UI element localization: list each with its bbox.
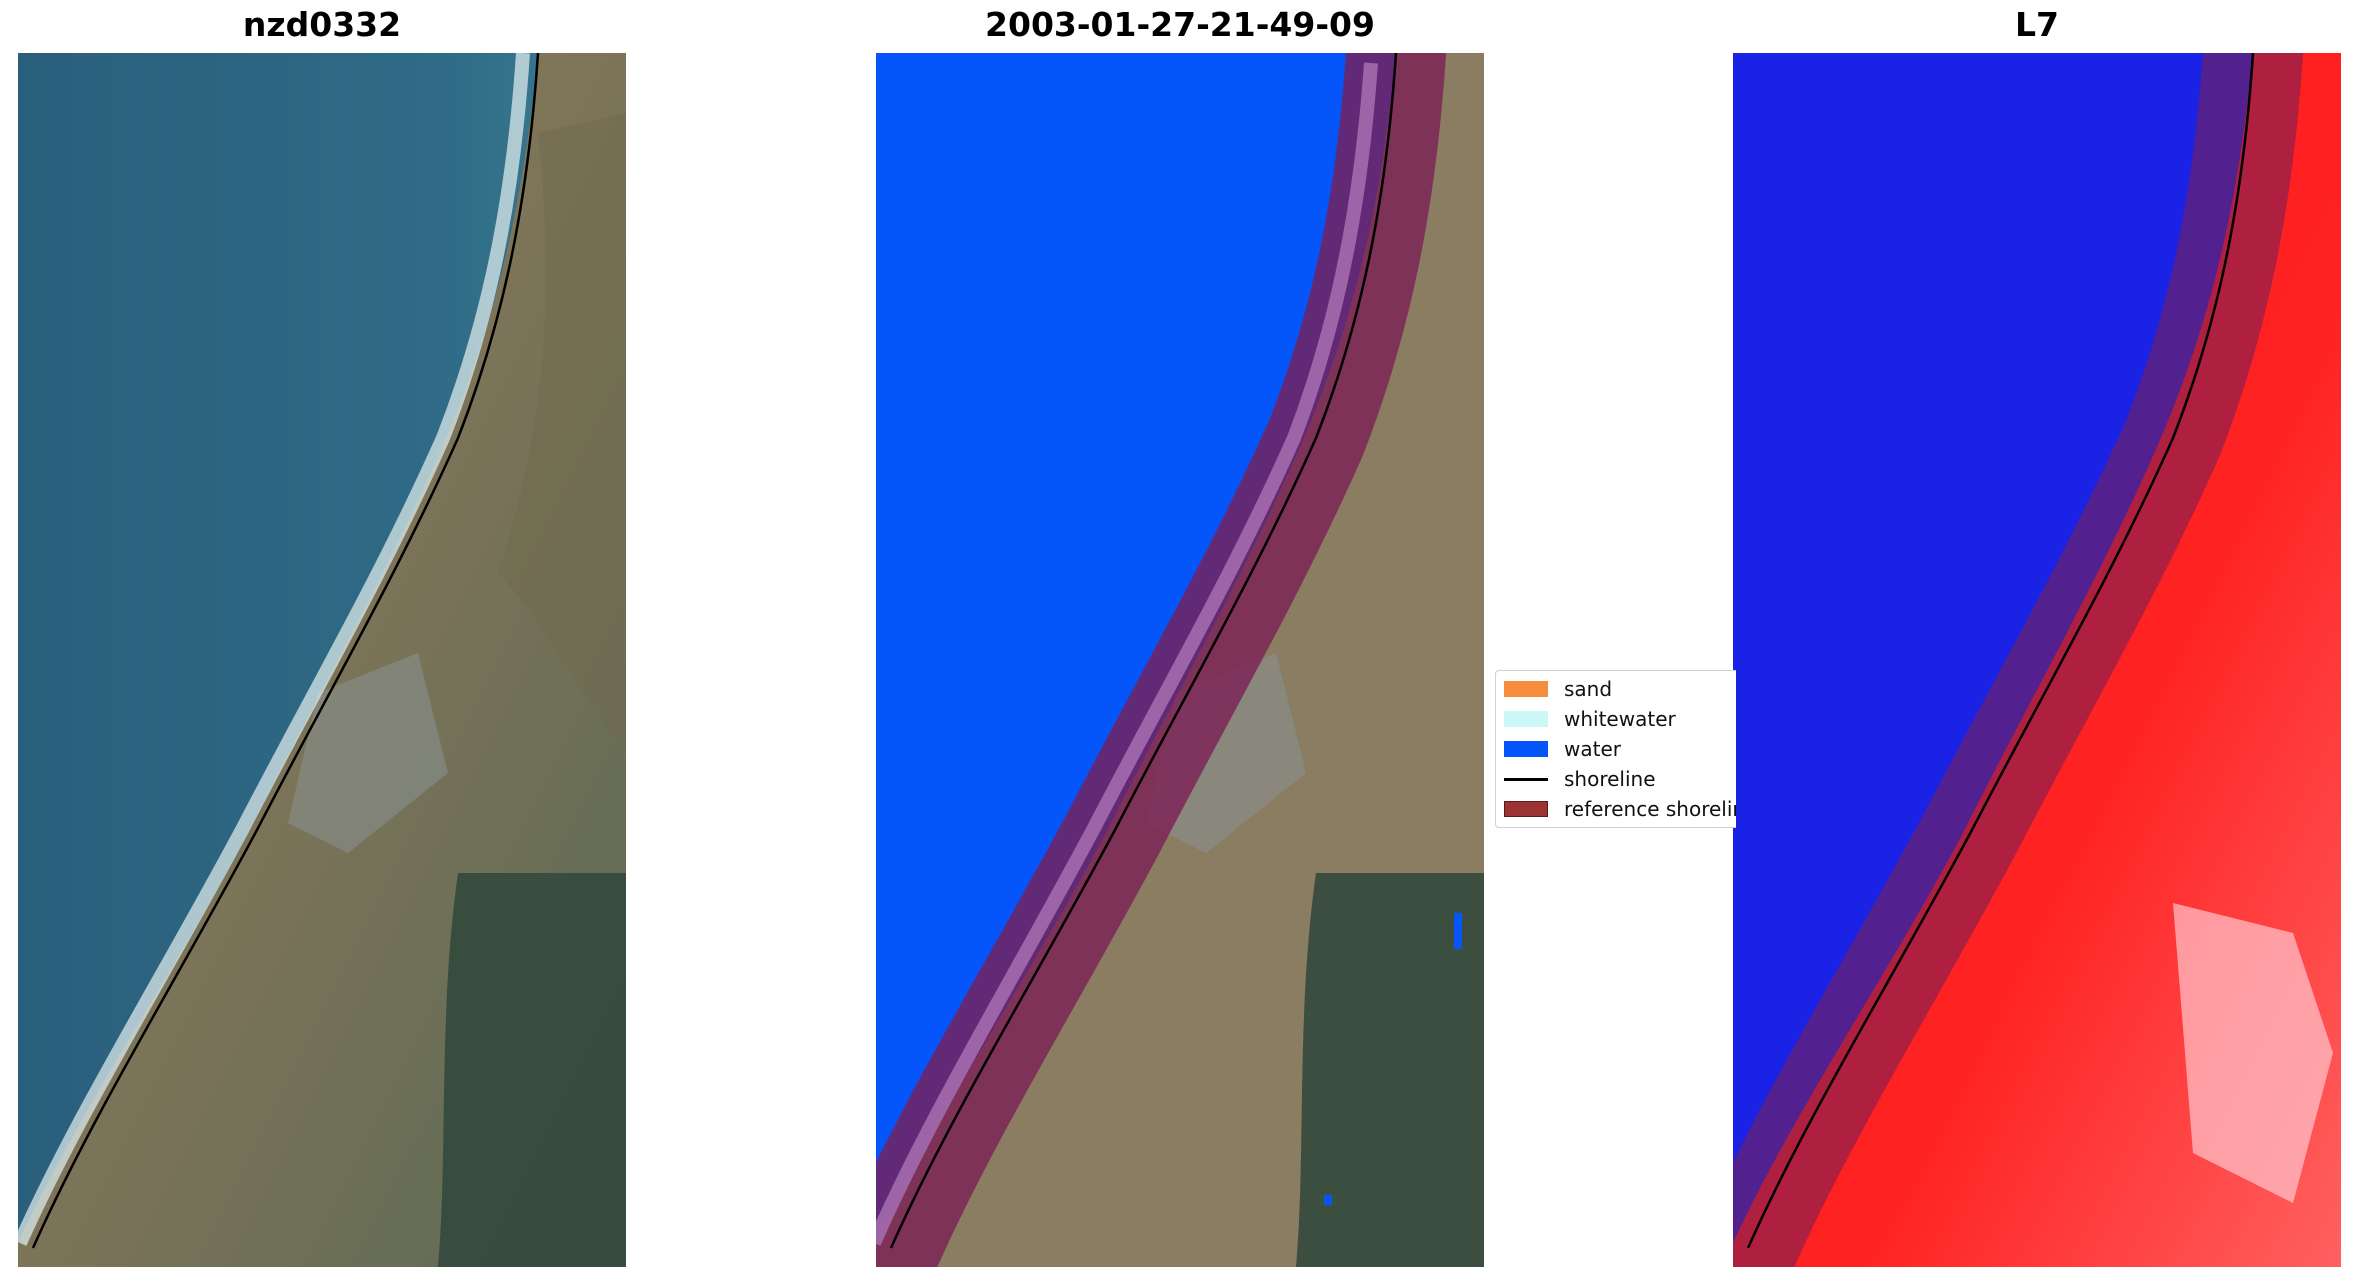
whitewater-class-band (876, 62, 1378, 1246)
legend-label: sand (1564, 677, 1613, 701)
legend-label: shoreline (1564, 767, 1656, 791)
legend-item-whitewater: whitewater (1504, 707, 1676, 731)
legend-item-sand: sand (1504, 677, 1612, 701)
legend-swatch-water (1504, 741, 1548, 757)
detected-shoreline (889, 53, 1398, 1249)
classified-image (876, 53, 1484, 1267)
legend-swatch-reference-shoreline (1504, 801, 1548, 817)
legend-swatch-sand (1504, 681, 1548, 697)
bright-patch (2173, 903, 2333, 1203)
panel-title-classified: 2003-01-27-21-49-09 (985, 5, 1375, 44)
legend: sand whitewater water shoreline referenc… (1495, 670, 1736, 828)
legend-label: whitewater (1564, 707, 1676, 731)
legend-swatch-shoreline (1504, 777, 1548, 781)
legend-label: water (1564, 737, 1621, 761)
small-water-patch (1324, 1195, 1332, 1205)
hills-shading (498, 113, 626, 753)
surf-zone (18, 53, 530, 1246)
town-area (288, 653, 448, 853)
forest-area (438, 873, 626, 1267)
rgb-satellite-image (18, 53, 626, 1267)
detected-shoreline (31, 53, 540, 1249)
forest-area (1296, 873, 1484, 1267)
legend-item-reference-shoreline: reference shoreline (1504, 797, 1736, 821)
detected-shoreline (1746, 53, 2255, 1249)
legend-swatch-whitewater (1504, 711, 1548, 727)
panel-title-index: L7 (2015, 5, 2059, 44)
legend-label: reference shoreline (1564, 797, 1736, 821)
small-water-patch (1454, 913, 1462, 949)
index-image (1733, 53, 2341, 1267)
legend-item-water: water (1504, 737, 1621, 761)
legend-item-shoreline: shoreline (1504, 767, 1656, 791)
panel-title-rgb: nzd0332 (242, 5, 402, 44)
